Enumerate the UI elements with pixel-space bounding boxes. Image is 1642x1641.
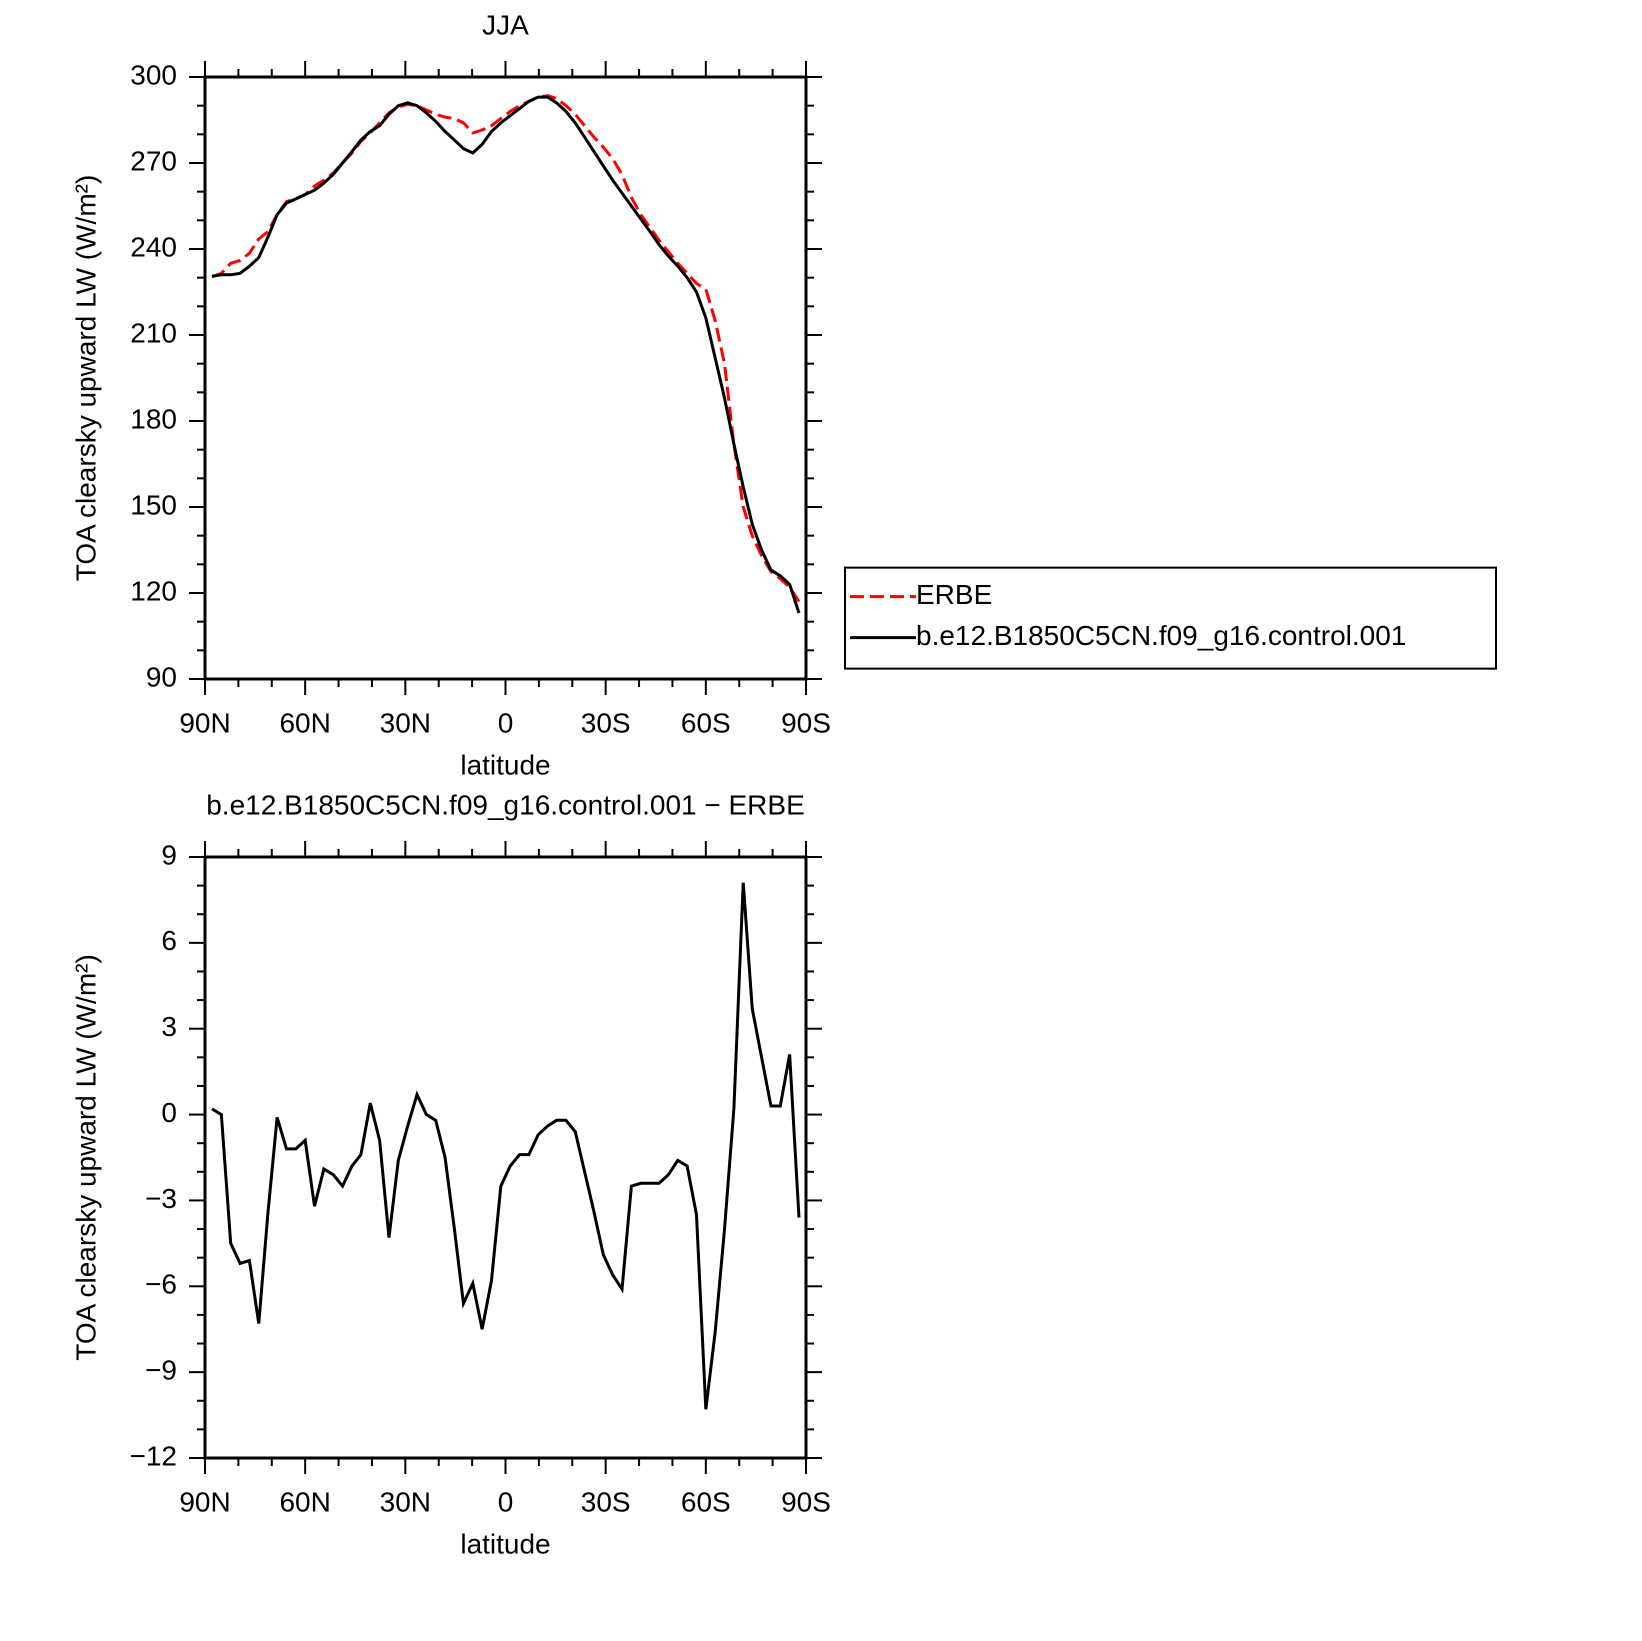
y-tick-label: −12 [130,1440,178,1471]
x-tick-label: 0 [498,1486,514,1517]
y-tick-label: 270 [130,145,177,176]
legend-label: b.e12.B1850C5CN.f09_g16.control.001 [916,620,1406,651]
y-tick-label: 180 [130,403,177,434]
x-tick-label: 90S [781,1486,831,1517]
y-tick-label: −3 [145,1183,177,1214]
y-tick-label: 150 [130,489,177,520]
x-tick-label: 60S [681,707,731,738]
y-axis-label: TOA clearsky upward LW (W/m²) [70,175,101,582]
data-line [211,95,801,614]
x-tick-label: 30N [380,1486,431,1517]
y-tick-label: −6 [145,1269,177,1300]
plot-frame [203,855,808,1460]
x-tick-label: 60S [681,1486,731,1517]
x-tick-label: 90S [781,707,831,738]
x-tick-label: 90N [179,707,230,738]
x-tick-label: 30N [380,707,431,738]
data-line [211,94,801,603]
x-axis-label: latitude [460,749,550,780]
x-tick-label: 90N [179,1486,230,1517]
x-tick-label: 60N [279,1486,330,1517]
legend-label: ERBE [916,579,992,610]
y-tick-label: 0 [161,1097,177,1128]
chart-title: b.e12.B1850C5CN.f09_g16.control.001 − ER… [206,789,805,820]
x-axis-label: latitude [460,1528,550,1559]
plot-frame [203,75,808,681]
x-tick-label: 30S [581,707,631,738]
y-tick-label: 300 [130,59,177,90]
y-tick-label: 9 [161,839,177,870]
y-tick-label: 120 [130,575,177,606]
data-line [211,882,801,1410]
x-tick-label: 60N [279,707,330,738]
y-tick-label: −9 [145,1355,177,1386]
chart-title: JJA [482,9,529,40]
y-tick-label: 90 [146,661,177,692]
y-tick-label: 210 [130,317,177,348]
x-tick-label: 30S [581,1486,631,1517]
legend-box [844,566,1497,670]
legend: ERBE b.e12.B1850C5CN.f09_g16.control.001 [844,566,1497,670]
x-tick-label: 0 [498,707,514,738]
y-tick-label: 6 [161,925,177,956]
y-axis-label: TOA clearsky upward LW (W/m²) [70,954,101,1361]
y-tick-label: 3 [161,1011,177,1042]
y-tick-label: 240 [130,231,177,262]
